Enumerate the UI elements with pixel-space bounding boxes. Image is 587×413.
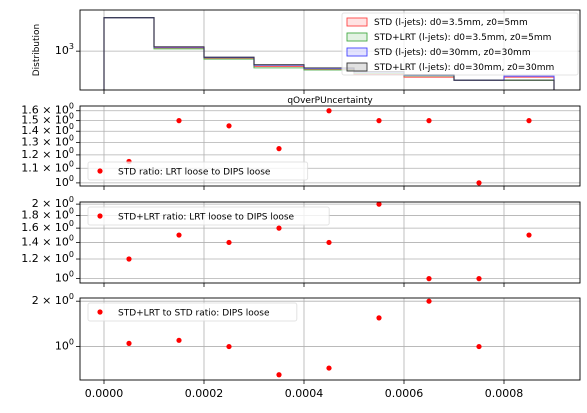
legend-label: STD ratio: LRT loose to DIPS loose [118, 168, 271, 178]
legend-box [87, 302, 298, 322]
scatter-point [176, 232, 182, 238]
legend-box [87, 161, 309, 181]
scatter-point [276, 146, 282, 152]
legend-label: STD+LRT (l-jets): d0=30mm, z0=30mm [374, 63, 554, 73]
y-tick-label: 100 [55, 269, 74, 285]
x-tick-label: 0.0006 [385, 387, 424, 400]
scatter-point [326, 239, 332, 246]
x-tick-label: 0.0000 [85, 387, 124, 400]
y-tick-label: 1.4 × 100 [21, 233, 74, 249]
scatter-series-3 [126, 298, 482, 378]
scatter-point [376, 315, 382, 321]
scatter-point [526, 232, 532, 238]
scatter-point [326, 365, 332, 371]
legend-swatch [346, 32, 368, 42]
y-tick-label: 1.3 × 100 [21, 133, 74, 149]
scatter-point [226, 343, 232, 350]
y-tick-label: 1.8 × 100 [21, 206, 74, 222]
legend-label: STD+LRT (l-jets): d0=3.5mm, z0=5mm [374, 33, 551, 43]
y-tick-label: 100 [55, 173, 74, 189]
legend-swatch [346, 62, 368, 72]
legend-label: STD+LRT to STD ratio: DIPS loose [118, 309, 270, 319]
axes-frame [79, 105, 581, 187]
y-tick-label: 1.1 × 100 [21, 159, 74, 175]
y-tick-label: 2 × 100 [32, 195, 74, 211]
scatter-point [176, 337, 182, 343]
legend: STD (l-jets): d0=3.5mm, z0=5mm STD+LRT (l… [341, 12, 579, 76]
legend: STD ratio: LRT loose to DIPS loose [87, 161, 309, 181]
legend-marker [97, 168, 103, 174]
axes-frame [79, 297, 581, 381]
legend-label: STD+LRT ratio: LRT loose to DIPS loose [118, 213, 295, 223]
x-tick-label: 0.0008 [485, 387, 524, 400]
axes-frame [79, 9, 581, 91]
histogram-line-4 [103, 17, 555, 90]
legend-label: STD (l-jets): d0=30mm, z0=30mm [374, 48, 531, 58]
y-tick-label: 103 [55, 42, 74, 58]
legend-marker [97, 213, 103, 219]
y-tick-label: 1.6 × 100 [21, 101, 74, 117]
x-axis-label: qOverPUncertainty [287, 96, 373, 106]
legend-box [87, 206, 330, 226]
legend-label: STD (l-jets): d0=3.5mm, z0=5mm [374, 18, 528, 28]
legend: STD+LRT to STD ratio: DIPS loose [87, 302, 298, 322]
scatter-point [426, 298, 432, 304]
scatter-point [426, 118, 432, 124]
scatter-point [176, 118, 182, 124]
y-axis-label: Distribution [32, 24, 42, 77]
y-tick-label: 1.6 × 100 [21, 219, 74, 235]
y-tick-label: 1.4 × 100 [21, 122, 74, 138]
y-tick-label: 1.2 × 100 [21, 145, 74, 161]
scatter-point [276, 225, 282, 231]
scatter-point [326, 108, 332, 114]
axes-frame [79, 201, 581, 284]
legend-swatch [346, 47, 368, 57]
scatter-series-2 [126, 201, 532, 282]
legend: STD+LRT ratio: LRT loose to DIPS loose [87, 206, 330, 226]
scatter-point [476, 343, 482, 350]
scatter-point [226, 239, 232, 246]
scatter-point [276, 372, 282, 378]
x-tick-label: 0.0004 [285, 387, 324, 400]
y-tick-label: 1.2 × 100 [21, 250, 74, 266]
legend-swatch [346, 17, 368, 27]
scatter-point [526, 118, 532, 124]
legend-box [341, 12, 579, 76]
scatter-point [126, 340, 132, 346]
legend-marker [97, 309, 103, 315]
scatter-point [126, 256, 132, 262]
x-tick-label: 0.0002 [185, 387, 224, 400]
scatter-point [426, 276, 432, 282]
scatter-point [376, 118, 382, 124]
scatter-point [226, 123, 232, 129]
y-tick-label: 1.5 × 100 [21, 111, 74, 127]
y-tick-label: 100 [55, 337, 74, 353]
y-tick-label: 2 × 100 [32, 292, 74, 308]
scatter-point [476, 276, 482, 282]
scatter-point [376, 201, 382, 207]
histogram-series-group [103, 17, 555, 90]
scatter-point [476, 180, 482, 186]
